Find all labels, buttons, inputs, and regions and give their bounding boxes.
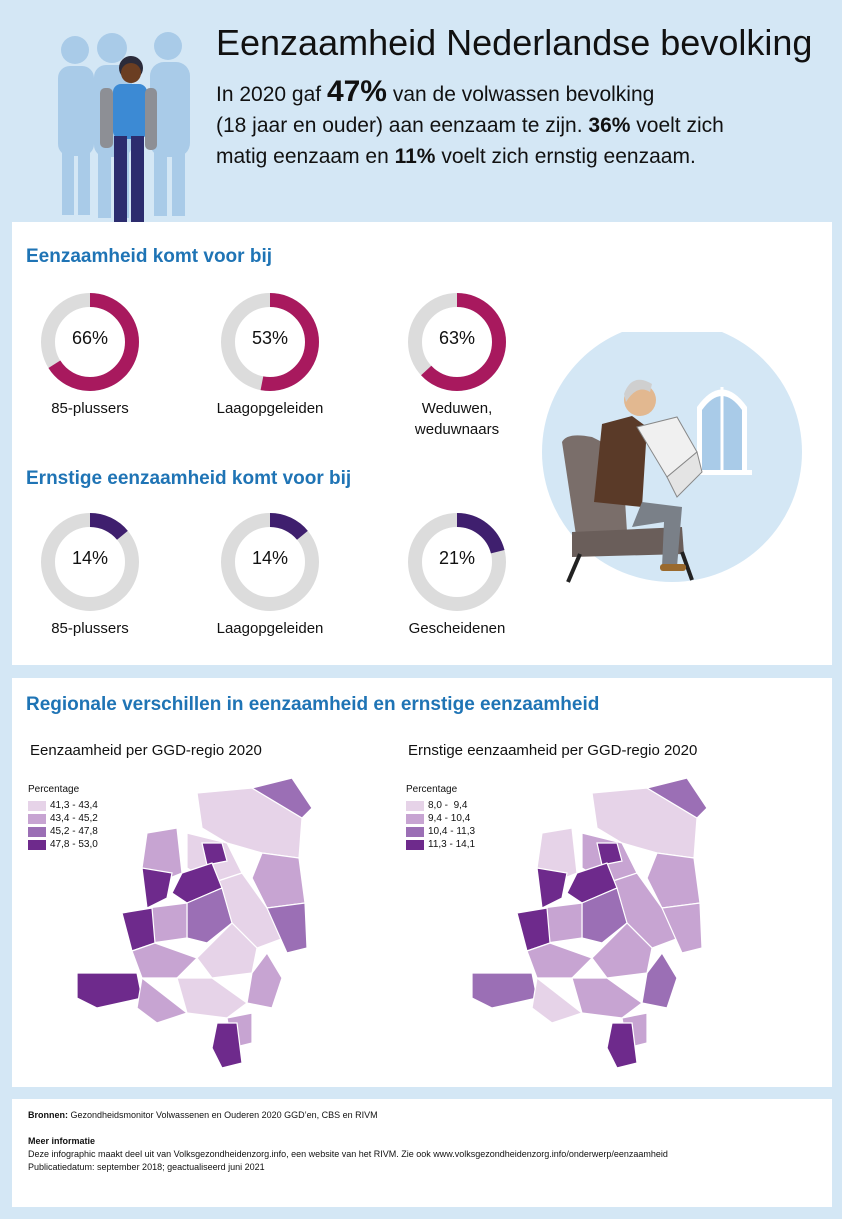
section-title: Eenzaamheid komt voor bij — [26, 246, 272, 267]
intro-part: voelt zich — [630, 114, 724, 137]
legend-label: 9,4 - 10,4 — [428, 813, 471, 824]
donut-ring — [221, 513, 319, 611]
donut-ring — [408, 513, 506, 611]
donut-chart: 53% — [220, 292, 320, 392]
donut-chart: 14% — [220, 512, 320, 612]
donut-value: 14% — [71, 548, 109, 568]
map-title: Ernstige eenzaamheid per GGD-regio 2020 — [408, 742, 698, 759]
legend-label: 47,8 - 53,0 — [50, 839, 98, 850]
legend-label: 8,0 - 9,4 — [428, 800, 468, 811]
legend-swatch — [406, 839, 424, 850]
section-title: Ernstige eenzaamheid komt voor bij — [26, 468, 352, 489]
donut-label: Weduwen, weduwnaars — [414, 400, 500, 438]
donut-value-arc — [41, 293, 139, 391]
legend-label: 11,3 - 14,1 — [428, 839, 476, 850]
legend-label: 43,4 - 45,2 — [50, 813, 98, 824]
donut-value-arc — [41, 513, 139, 611]
legend-item: 45,2 - 47,8 — [28, 825, 98, 838]
intro-highlight: 47% — [326, 75, 387, 108]
legend-title: Percentage — [28, 784, 80, 795]
legend-label: 10,4 - 11,3 — [428, 826, 476, 837]
donut-value-arc — [408, 293, 506, 391]
legend-item: 41,3 - 43,4 — [28, 799, 98, 812]
regional-panel: Regionale verschillen in eenzaamheid en … — [12, 678, 832, 1087]
legend-label: 41,3 - 43,4 — [50, 800, 98, 811]
donut-ring — [41, 293, 139, 391]
donut-label: Laagopgeleiden — [216, 400, 324, 417]
elderly-man-reading-illustration — [542, 332, 802, 583]
legend-item: 47,8 - 53,0 — [28, 838, 98, 851]
legend-swatch — [406, 800, 424, 811]
donut-chart: 63% — [407, 292, 507, 392]
donut-value: 21% — [438, 548, 476, 568]
legend-swatch — [28, 839, 46, 850]
legend-title: Percentage — [406, 784, 458, 795]
donut-value: 63% — [438, 328, 476, 348]
donut-value-arc — [221, 513, 319, 611]
donut-label: Laagopgeleiden — [216, 620, 324, 637]
intro-highlight: 11% — [394, 145, 436, 168]
loneliness-groups-panel: Eenzaamheid komt voor bij 66% 85-plussers… — [12, 222, 832, 665]
legend-item: 9,4 - 10,4 — [406, 812, 475, 825]
map-title: Eenzaamheid per GGD-regio 2020 — [30, 742, 262, 759]
legend-swatch — [28, 826, 46, 837]
more-info: Meer informatie Deze infographic maakt d… — [28, 1135, 818, 1174]
donut-label: 85-plussers — [51, 620, 129, 637]
sources-label: Bronnen: — [28, 1110, 68, 1120]
more-info-label: Meer informatie — [28, 1136, 96, 1146]
donut-value-arc — [221, 293, 319, 391]
legend-item: 8,0 - 9,4 — [406, 799, 475, 812]
map-legend: Percentage 41,3 - 43,4 43,4 - 45,2 45,2 … — [28, 784, 98, 851]
donut-value: 53% — [251, 328, 289, 348]
intro-part: In 2020 gaf — [216, 83, 327, 106]
donut-chart: 21% — [407, 512, 507, 612]
netherlands-map-ernstige-eenzaamheid — [471, 777, 708, 1069]
section-title: Regionale verschillen in eenzaamheid en … — [26, 694, 600, 715]
more-info-line: Deze infographic maakt deel uit van Volk… — [28, 1149, 668, 1159]
sources-text: Bronnen: Gezondheidsmonitor Volwassenen … — [28, 1109, 818, 1122]
donut-chart: 66% — [40, 292, 140, 392]
sources-panel: Bronnen: Gezondheidsmonitor Volwassenen … — [12, 1099, 832, 1207]
legend-item: 10,4 - 11,3 — [406, 825, 475, 838]
intro-part: voelt zich ernstig eenzaam. — [435, 145, 696, 168]
legend-swatch — [28, 813, 46, 824]
legend-label: 45,2 - 47,8 — [50, 826, 98, 837]
legend-swatch — [406, 813, 424, 824]
donut-ring — [408, 293, 506, 391]
more-info-line: Publicatiedatum: september 2018; geactua… — [28, 1162, 265, 1172]
donut-value-arc — [408, 513, 506, 611]
intro-part: van de volwassen bevolking — [386, 83, 655, 106]
people-illustration — [58, 32, 190, 228]
donut-value: 66% — [71, 328, 109, 348]
donut-chart: 14% — [40, 512, 140, 612]
legend-item: 11,3 - 14,1 — [406, 838, 475, 851]
donut-ring — [41, 513, 139, 611]
legend-swatch — [28, 800, 46, 811]
page-title: Eenzaamheid Nederlandse bevolking — [216, 22, 813, 63]
sources-body: Gezondheidsmonitor Volwassenen en Oudere… — [68, 1110, 378, 1120]
intro-part: (18 jaar en ouder) aan eenzaam te zijn. — [216, 114, 589, 137]
legend-item: 43,4 - 45,2 — [28, 812, 98, 825]
intro-highlight: 36% — [588, 114, 631, 137]
intro-text: In 2020 gaf 47% van de volwassen bevolki… — [216, 76, 816, 172]
donut-value: 14% — [251, 548, 289, 568]
donut-label: 85-plussers — [51, 400, 129, 417]
netherlands-map-eenzaamheid — [76, 777, 313, 1069]
donut-label: Gescheidenen — [408, 620, 506, 637]
legend-swatch — [406, 826, 424, 837]
header: Eenzaamheid Nederlandse bevolking In 202… — [0, 0, 842, 228]
donut-ring — [221, 293, 319, 391]
intro-part: matig eenzaam en — [216, 145, 395, 168]
map-legend: Percentage 8,0 - 9,4 9,4 - 10,4 10,4 - 1… — [406, 784, 475, 851]
